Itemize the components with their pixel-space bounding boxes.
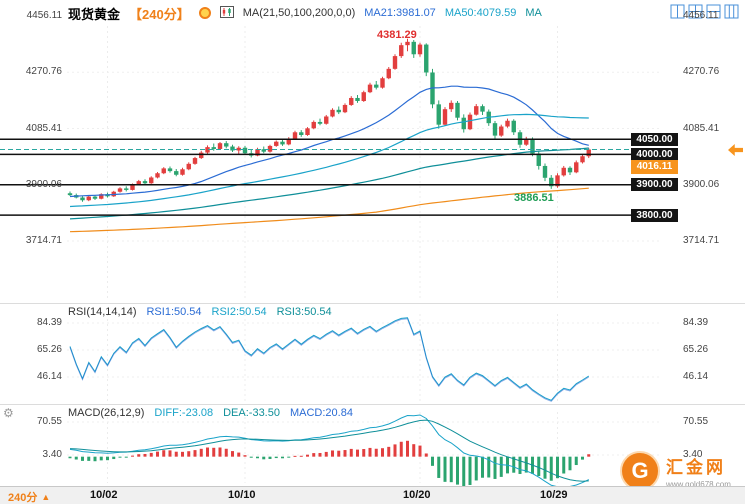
- rsi2-value: RSI2:50.54: [211, 306, 267, 318]
- x-axis-tick: 10/02: [90, 489, 118, 501]
- level-price-tag: 3800.00: [631, 209, 678, 222]
- macd-value: MACD:20.84: [289, 407, 353, 419]
- y-axis-label-right: 3714.71: [683, 235, 720, 246]
- level-price-tag: 3900.00: [631, 178, 678, 191]
- rsi1-value: RSI1:50.54: [146, 306, 202, 318]
- macd-diff-value: DIFF:-23.08: [154, 407, 214, 419]
- symbol-name: 现货黄金: [68, 6, 121, 22]
- layout-grid-icon[interactable]: [688, 4, 703, 19]
- y-axis-label-right: 4085.41: [683, 123, 720, 134]
- x-axis-tick: 10/20: [403, 489, 431, 501]
- layout-2row-icon[interactable]: [706, 4, 721, 19]
- rsi-header: RSI(14,14,14) RSI1:50.54 RSI2:50.54 RSI3…: [68, 306, 332, 318]
- y-axis-label-left: 4456.11: [26, 10, 62, 21]
- rsi3-value: RSI3:50.54: [276, 306, 332, 318]
- bottom-bar: 240分 ▲ 10/02 10/10 10/20 10/29: [0, 486, 745, 504]
- ma-settings-label: MA(21,50,100,200,0,0): [242, 7, 356, 19]
- rsi-axis-label-left: 65.26: [36, 344, 62, 355]
- ma21-value: MA21:3981.07: [364, 7, 436, 19]
- timeframe-selector-label: 240分: [8, 492, 38, 504]
- macd-axis-label-right: 3.40: [683, 449, 703, 460]
- layout-3col-icon[interactable]: [724, 4, 739, 19]
- logo-mark: G: [620, 451, 660, 491]
- y-axis-label-left: 4270.76: [25, 66, 62, 77]
- site-logo[interactable]: G 汇金网 www.gold678.com: [620, 451, 731, 491]
- timeframe-selector[interactable]: 240分 ▲: [8, 489, 50, 504]
- level-price-tag: 4050.00: [631, 133, 678, 146]
- ma100-value-truncated: MA: [525, 7, 542, 19]
- current-price-tag: 4016.11: [631, 160, 678, 174]
- macd-title: MACD(26,12,9): [68, 407, 145, 419]
- rsi-title: RSI(14,14,14): [68, 306, 137, 318]
- layout-2col-icon[interactable]: [670, 4, 685, 19]
- x-axis-tick: 10/29: [540, 489, 568, 501]
- macd-axis-label-left: 70.55: [36, 416, 62, 427]
- macd-axis-label-right: 70.55: [683, 416, 709, 427]
- y-axis-label-left: 3900.06: [25, 179, 62, 190]
- rsi-axis-label-right: 46.14: [683, 371, 709, 382]
- y-axis-label-right: 4270.76: [683, 66, 720, 77]
- logo-url: www.gold678.com: [666, 480, 731, 489]
- indicator-settings-icon[interactable]: ⚙: [3, 406, 14, 420]
- y-axis-label-right: 3900.06: [683, 179, 720, 190]
- rsi-axis-label-left: 46.14: [36, 371, 62, 382]
- rsi-axis-label-left: 84.39: [36, 317, 62, 328]
- chart-header: 现货黄金 【240分】 MA(21,50,100,200,0,0) MA21:3…: [68, 5, 542, 22]
- rsi-axis-label-right: 65.26: [683, 344, 709, 355]
- candlestick-style-icon[interactable]: [219, 5, 234, 21]
- timeframe-label[interactable]: 【240分】: [129, 6, 190, 22]
- y-axis-label-left: 4085.41: [25, 123, 62, 134]
- low-price-annotation: 3886.51: [514, 192, 554, 204]
- x-axis-tick: 10/10: [228, 489, 256, 501]
- chevron-up-icon: ▲: [41, 492, 51, 502]
- macd-dea-value: DEA:-33.50: [223, 407, 280, 419]
- macd-axis-label-left: 3.40: [42, 449, 62, 460]
- y-axis-label-left: 3714.71: [25, 235, 62, 246]
- rsi-axis-label-right: 84.39: [683, 317, 709, 328]
- y-axis-label-right: 4456.11: [683, 10, 719, 21]
- coin-icon: [198, 7, 211, 19]
- macd-header: MACD(26,12,9) DIFF:-23.08 DEA:-33.50 MAC…: [68, 407, 353, 419]
- logo-text: 汇金网: [666, 458, 726, 477]
- level-price-tag: 4000.00: [631, 148, 678, 161]
- high-price-annotation: 4381.29: [377, 29, 417, 41]
- layout-toolbar: [670, 4, 739, 19]
- ma50-value: MA50:4079.59: [444, 7, 517, 19]
